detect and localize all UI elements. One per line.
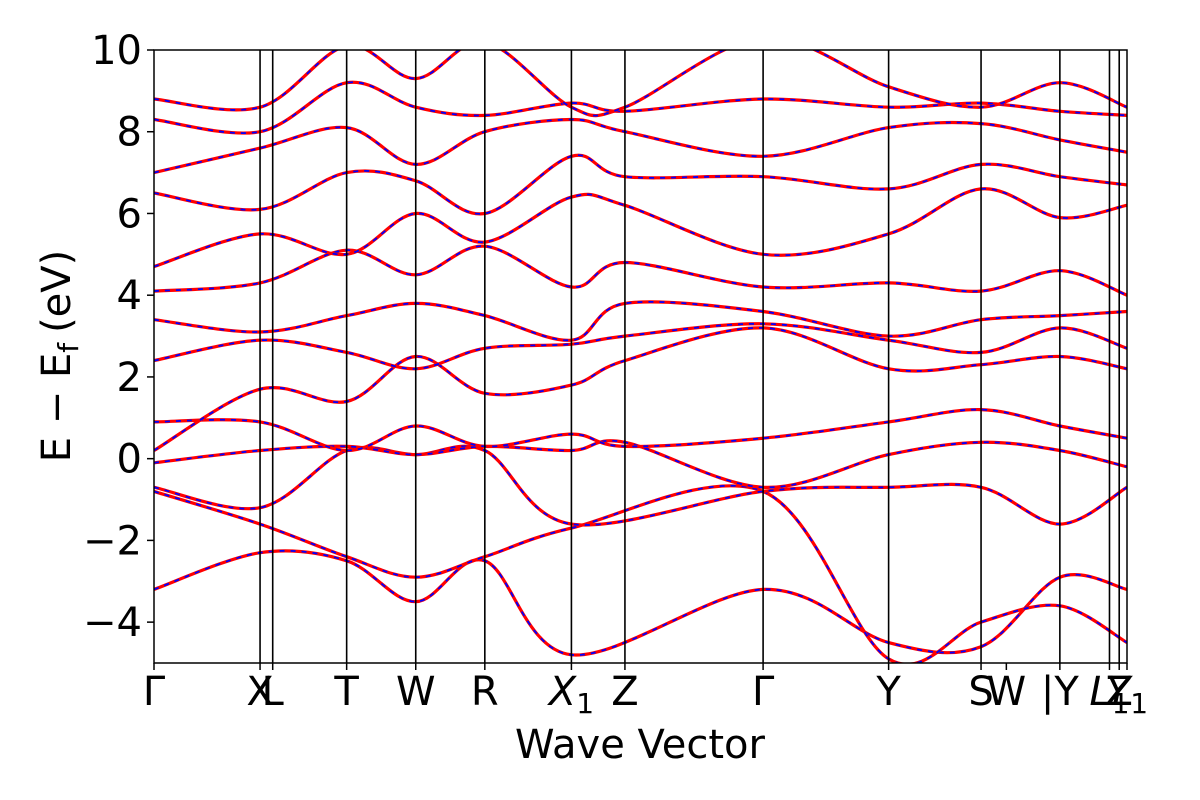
y-axis-label: E − Ef (eV): [34, 250, 85, 463]
kpath-separators: [259, 50, 1121, 663]
band-9-overlay: [154, 187, 1127, 268]
x-tick-label-10: S: [968, 669, 993, 715]
x-tick-label-4: W: [396, 669, 436, 715]
y-tick-label-6: 8: [117, 110, 142, 156]
x-tick-label-2: L: [262, 669, 285, 715]
x-tick-label-8: Γ: [752, 669, 775, 715]
x-tick-label-6: X1: [547, 669, 594, 720]
y-tick-label-5: 6: [117, 191, 142, 237]
y-tick-label-0: −4: [83, 600, 142, 646]
x-tick-label-15: Y1: [1106, 669, 1148, 720]
y-axis-ticks: −4 −2 0 2 4 6 8 10: [83, 28, 154, 646]
band-7-overlay: [154, 300, 1127, 342]
x-tick-label-7: Z: [611, 669, 638, 715]
svg-text:E − Ef(eV): E − Ef (eV): [34, 250, 85, 463]
y-axis-label-subscript: f: [52, 342, 85, 353]
band-0-line: [154, 549, 1127, 657]
band-1-overlay: [154, 484, 1127, 663]
band-10-overlay: [154, 154, 1127, 215]
x-tick-label-11: W: [987, 669, 1027, 715]
x-tick-label-5: R: [471, 669, 499, 715]
y-axis-label-main: E − E: [34, 353, 80, 463]
y-tick-label-4: 4: [117, 273, 142, 319]
x-tick-label-1: X: [246, 669, 273, 715]
y-axis-label-unit: (eV): [34, 250, 80, 333]
y-tick-label-3: 2: [117, 355, 142, 401]
x-tick-label-12: |Y: [1041, 669, 1079, 715]
x-tick-label-0: Γ: [143, 669, 166, 715]
plot-frame: [153, 49, 1128, 664]
x-tick-label-9: Y: [875, 669, 901, 715]
x-tick-label-3: T: [333, 669, 359, 715]
band-3-overlay: [154, 439, 1127, 489]
x-axis-label: Wave Vector: [515, 722, 766, 768]
x-tick-label-14: Z: [1106, 669, 1133, 715]
y-tick-label-2: 0: [117, 437, 142, 483]
y-tick-label-7: 10: [91, 28, 142, 74]
x-tick-label-13: L1: [1089, 669, 1129, 720]
y-tick-label-1: −2: [83, 518, 142, 564]
band-2-overlay: [154, 445, 1127, 526]
band-8-overlay: [154, 245, 1127, 297]
